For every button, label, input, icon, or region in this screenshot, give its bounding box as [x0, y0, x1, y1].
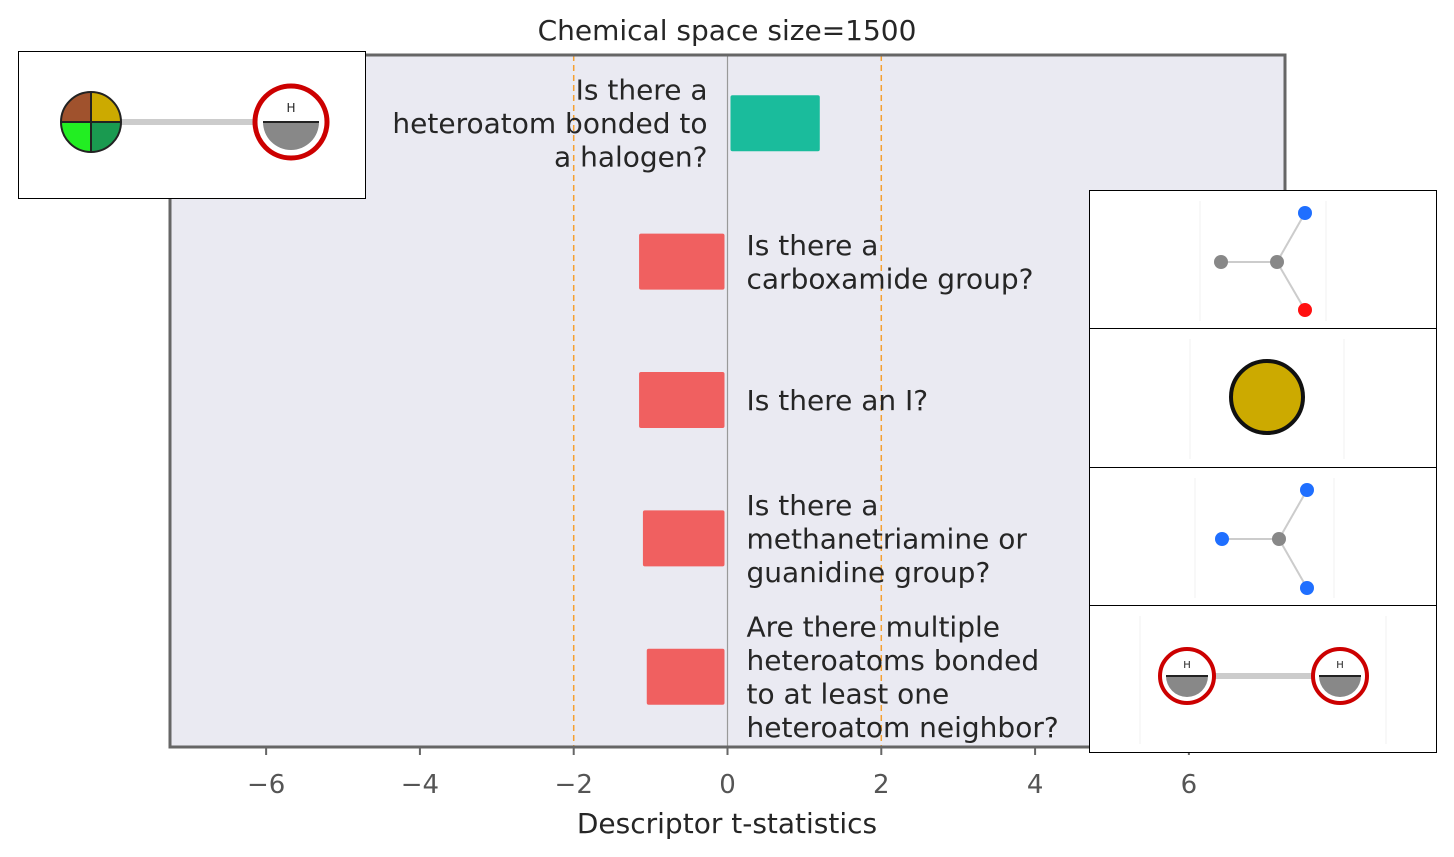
x-axis-label: Descriptor t-statistics [577, 807, 877, 840]
iodine-atom-icon [1089, 328, 1437, 468]
bar-label-line: Are there multiple [747, 611, 1001, 644]
heteroatom-halogen-structure-icon: H [18, 51, 366, 199]
carboxamide-structure-icon [1089, 190, 1437, 329]
bar-label-line: a halogen? [554, 141, 707, 174]
heteroatom-pair-structure-icon: H H [1089, 605, 1437, 753]
x-tick-label: 0 [719, 770, 736, 800]
bar [639, 233, 725, 290]
bar-label: Are there multiple heteroatoms bonded to a… [747, 611, 1059, 745]
chart-title: Chemical space size=1500 [538, 14, 917, 47]
bar-label-line: carboxamide group? [747, 262, 1034, 295]
bar-label-line: heteroatom neighbor? [747, 711, 1059, 744]
bar-label-line: heteroatoms bonded [747, 644, 1040, 677]
bar-label-line: Is there a [747, 489, 879, 522]
oxygen-atom-icon [1298, 303, 1312, 317]
bar-label: Is there a carboxamide group? [747, 229, 1034, 296]
bar-label: Is there a methanetriamine or guanidine gr… [747, 489, 1028, 589]
quad-color-atom-icon [60, 91, 122, 153]
bar-label-line: Is there a [576, 74, 708, 107]
bar [646, 648, 725, 705]
x-tick-label: 4 [1027, 770, 1044, 800]
hydrogen-atom-icon: H [252, 83, 330, 161]
bar-label-line: methanetriamine or [747, 522, 1028, 555]
nitrogen-atom-icon [1298, 206, 1312, 220]
bar-label-line: Is there an I? [747, 384, 929, 417]
hydrogen-atom-icon: H [1311, 647, 1369, 705]
x-tick-label: 6 [1181, 770, 1198, 800]
bar-label: Is there an I? [747, 384, 929, 417]
x-tick-label: 2 [873, 770, 890, 800]
guanidine-structure-icon [1089, 467, 1437, 606]
x-tick-label: −4 [401, 770, 439, 800]
bar [730, 95, 820, 152]
hydrogen-atom-icon: H [1158, 647, 1216, 705]
x-tick-label: −6 [247, 770, 285, 800]
bar-label-line: to at least one [747, 678, 950, 711]
bar-label-line: heteroatom bonded to [392, 107, 707, 140]
x-tick-label: −2 [555, 770, 593, 800]
bar [639, 372, 725, 428]
h-atom-label: H [1183, 660, 1191, 671]
h-atom-label: H [1336, 660, 1344, 671]
bar-label-line: Is there a [747, 229, 879, 262]
bar-label: Is there a heteroatom bonded to a halogen? [392, 74, 707, 174]
bar [642, 510, 725, 567]
bar-label-line: guanidine group? [747, 556, 991, 589]
h-atom-label: H [286, 101, 295, 115]
